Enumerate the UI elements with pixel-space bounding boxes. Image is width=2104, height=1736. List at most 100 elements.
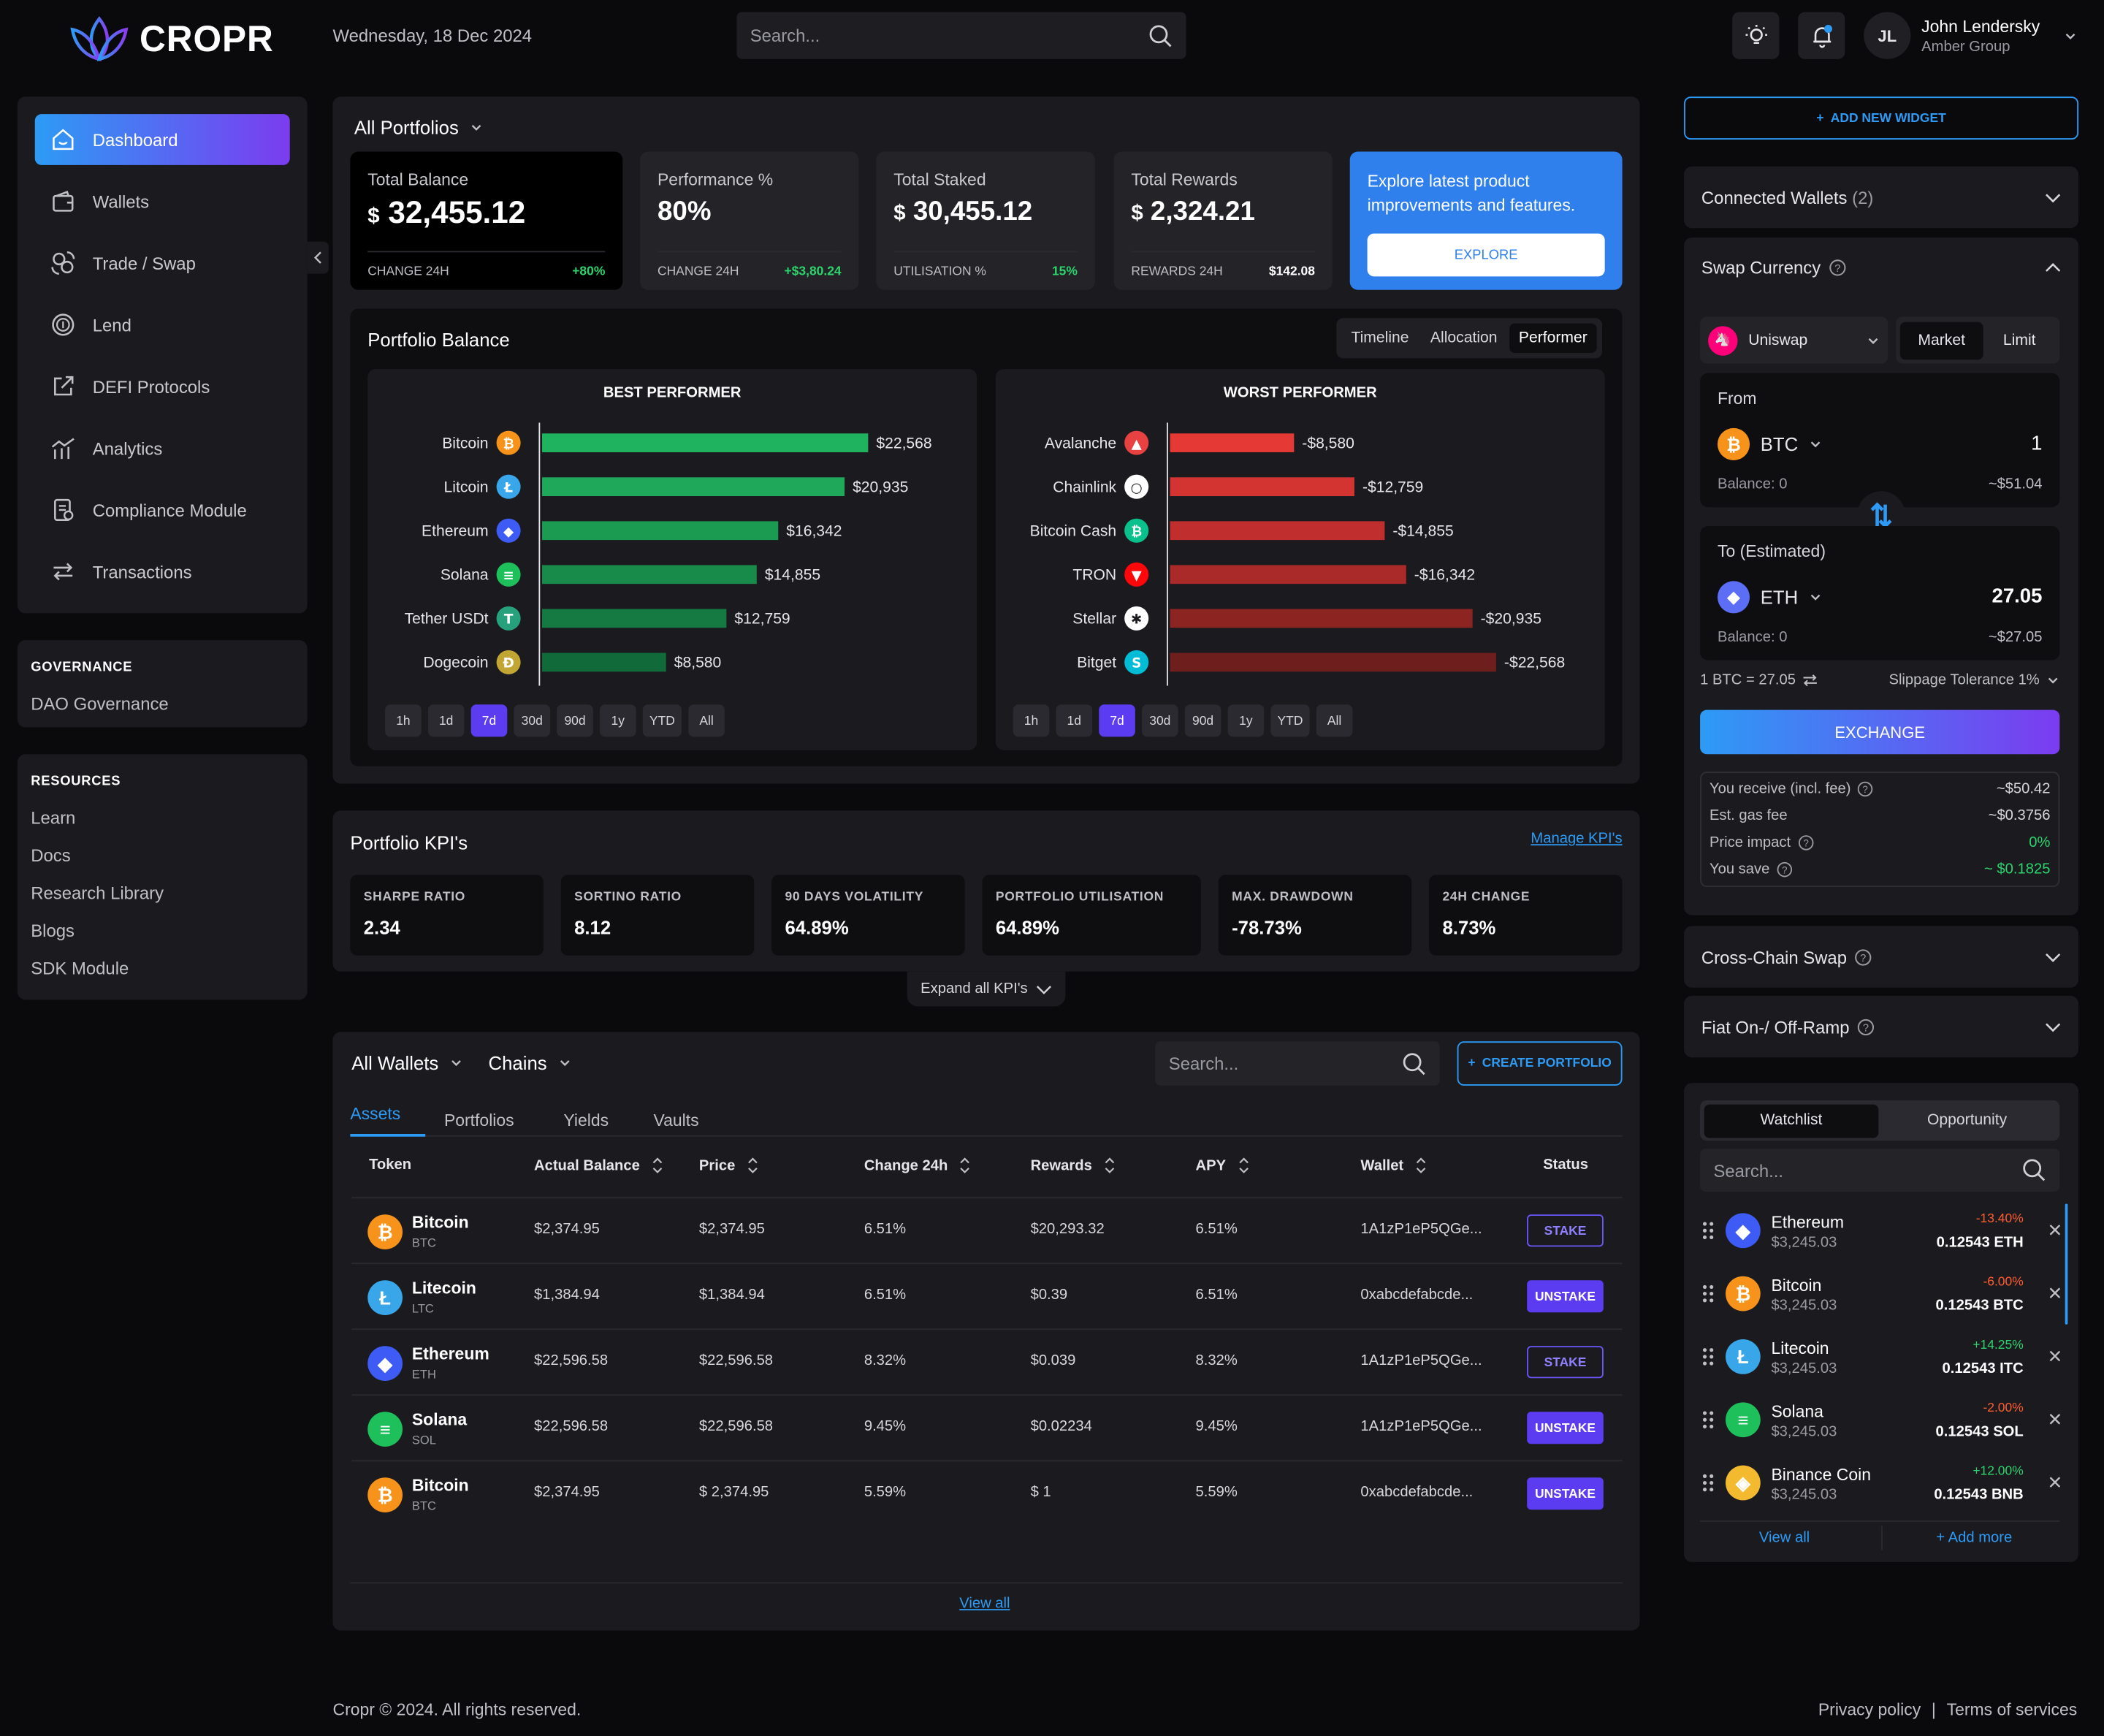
exchange-button[interactable]: EXCHANGE [1700, 709, 2060, 755]
drag-handle-icon[interactable] [1701, 1283, 1715, 1304]
fiat-ramp-accordion[interactable]: Fiat On-/ Off-Ramp? [1684, 995, 2079, 1058]
watchlist-add-more-link[interactable]: + Add more [1936, 1529, 2013, 1546]
market-tab[interactable]: Market [1899, 321, 1983, 359]
learn-link[interactable]: Learn [31, 807, 76, 829]
cross-chain-swap-accordion[interactable]: Cross-Chain Swap? [1684, 926, 2079, 988]
unstake-button[interactable]: UNSTAKE [1527, 1477, 1604, 1510]
from-token-selector[interactable]: ₿ BTC [1717, 427, 1822, 460]
watchlist-search-input[interactable]: Search... [1713, 1160, 1784, 1181]
timeframe-30d[interactable]: 30d [514, 704, 551, 737]
sidebar-item-wallets[interactable]: Wallets [35, 176, 290, 227]
timeframe-30d[interactable]: 30d [1142, 704, 1178, 737]
close-icon[interactable] [2049, 1287, 2062, 1299]
watchlist-item[interactable]: ◆ Ethereum $3,245.03 -13.40% 0.12543 ETH [1699, 1200, 2066, 1261]
drag-handle-icon[interactable] [1701, 1409, 1715, 1431]
watchlist-item[interactable]: ◈ Binance Coin $3,245.03 +12.00% 0.12543… [1699, 1452, 2066, 1513]
tab-opportunity[interactable]: Opportunity [1926, 1112, 2008, 1129]
timeframe-7d[interactable]: 7d [470, 704, 508, 737]
sidebar-item-lend[interactable]: Lend [35, 300, 290, 351]
timeframe-1y[interactable]: 1y [600, 704, 636, 737]
portfolio-selector[interactable]: All Portfolios [354, 117, 483, 138]
timeframe-1d[interactable]: 1d [1056, 704, 1093, 737]
add-widget-button[interactable]: + ADD NEW WIDGET [1684, 96, 2079, 140]
col-wallet[interactable]: Wallet [1360, 1157, 1428, 1174]
watchlist-item[interactable]: ₿ Bitcoin $3,245.03 -6.00% 0.12543 BTC [1699, 1263, 2066, 1324]
timeframe-1d[interactable]: 1d [427, 704, 465, 737]
from-amount-input[interactable]: 1 [2031, 432, 2043, 455]
stake-button[interactable]: STAKE [1527, 1346, 1604, 1379]
connected-wallets-accordion[interactable]: Connected Wallets (2) [1684, 166, 2079, 229]
notifications-button[interactable] [1798, 12, 1845, 59]
sdk-module-link[interactable]: SDK Module [31, 958, 129, 978]
timeframe-all[interactable]: All [1316, 704, 1353, 737]
limit-tab[interactable]: Limit [2002, 332, 2036, 349]
col-change-24h[interactable]: Change 24h [864, 1157, 972, 1174]
table-row[interactable]: ≡ Solana SOL $22,596.58 $22,596.58 9.45%… [351, 1394, 1623, 1460]
watchlist-search[interactable]: Search... [1700, 1149, 2060, 1192]
sidebar-collapse-button[interactable] [307, 241, 329, 274]
sidebar-item-compliance[interactable]: Compliance Module [35, 484, 290, 536]
watchlist-view-all-link[interactable]: View all [1758, 1529, 1810, 1546]
timeframe-ytd[interactable]: YTD [642, 704, 682, 737]
sidebar-item-defi-protocols[interactable]: DEFI Protocols [35, 361, 290, 412]
user-menu[interactable]: JL John Lendersky Amber Group [1864, 12, 2078, 59]
unstake-button[interactable]: UNSTAKE [1527, 1412, 1604, 1444]
sidebar-item-transactions[interactable]: Transactions [35, 547, 290, 598]
terms-link[interactable]: Terms of services [1946, 1700, 2078, 1719]
wallet-selector[interactable]: All Wallets [351, 1052, 462, 1073]
drag-handle-icon[interactable] [1701, 1346, 1715, 1367]
col-actual-balance[interactable]: Actual Balance [534, 1157, 664, 1174]
stake-button[interactable]: STAKE [1527, 1214, 1604, 1247]
timeframe-90d[interactable]: 90d [1184, 704, 1221, 737]
global-search[interactable]: Search... [736, 12, 1186, 59]
tab-performer[interactable]: Performer [1509, 323, 1597, 354]
tab-allocation[interactable]: Allocation [1430, 330, 1498, 346]
col-price[interactable]: Price [699, 1157, 760, 1174]
timeframe-all[interactable]: All [688, 704, 725, 737]
timeframe-7d[interactable]: 7d [1099, 704, 1135, 737]
tab-timeline[interactable]: Timeline [1351, 330, 1409, 346]
tab-vaults[interactable]: Vaults [653, 1111, 699, 1130]
drag-handle-icon[interactable] [1701, 1220, 1715, 1241]
watchlist-item[interactable]: Ł Litecoin $3,245.03 +14.25% 0.12543 ITC [1699, 1326, 2066, 1387]
tab-watchlist[interactable]: Watchlist [1704, 1103, 1879, 1138]
research-library-link[interactable]: Research Library [31, 883, 164, 904]
dao-governance-link[interactable]: DAO Governance [31, 693, 169, 715]
tab-assets[interactable]: Assets [350, 1104, 401, 1124]
timeframe-ytd[interactable]: YTD [1270, 704, 1310, 737]
explore-button[interactable]: EXPLORE [1367, 233, 1605, 277]
brand-logo[interactable]: CROPR [67, 13, 274, 64]
table-row[interactable]: ₿ Bitcoin BTC $2,374.95 $2,374.95 6.51% … [351, 1197, 1623, 1263]
tab-portfolios[interactable]: Portfolios [443, 1111, 514, 1130]
search-input[interactable]: Search... [750, 25, 820, 46]
create-portfolio-button[interactable]: + CREATE PORTFOLIO [1457, 1041, 1623, 1086]
sidebar-item-trade-swap[interactable]: Trade / Swap [35, 237, 290, 289]
close-icon[interactable] [2049, 1476, 2062, 1488]
col-apy[interactable]: APY [1195, 1157, 1250, 1174]
timeframe-1h[interactable]: 1h [385, 704, 422, 737]
timeframe-1y[interactable]: 1y [1227, 704, 1265, 737]
blogs-link[interactable]: Blogs [31, 920, 75, 941]
expand-kpis-button[interactable]: Expand all KPI's [907, 971, 1066, 1007]
close-icon[interactable] [2049, 1224, 2062, 1236]
sidebar-item-dashboard[interactable]: Dashboard [34, 114, 290, 165]
table-row[interactable]: ₿ Bitcoin BTC $2,374.95 $ 2,374.95 5.59%… [351, 1460, 1623, 1526]
manage-kpis-link[interactable]: Manage KPI's [1531, 830, 1623, 847]
wallet-search-input[interactable]: Search... [1168, 1053, 1239, 1074]
slippage-selector[interactable]: Slippage Tolerance 1% [1888, 672, 2059, 688]
view-all-wallets-link[interactable]: View all [959, 1595, 1010, 1612]
chains-selector[interactable]: Chains [489, 1052, 571, 1073]
tab-yields[interactable]: Yields [563, 1111, 609, 1130]
close-icon[interactable] [2049, 1350, 2062, 1363]
col-rewards[interactable]: Rewards [1031, 1157, 1116, 1174]
chevron-up-icon[interactable] [2045, 262, 2061, 275]
sidebar-item-analytics[interactable]: Analytics [35, 423, 290, 474]
watchlist-scrollbar[interactable] [2065, 1203, 2068, 1325]
unstake-button[interactable]: UNSTAKE [1527, 1280, 1604, 1313]
to-token-selector[interactable]: ◆ ETH [1717, 581, 1822, 614]
timeframe-90d[interactable]: 90d [557, 704, 593, 737]
drag-handle-icon[interactable] [1701, 1472, 1715, 1493]
wallet-search[interactable]: Search... [1155, 1041, 1440, 1086]
close-icon[interactable] [2049, 1413, 2062, 1425]
docs-link[interactable]: Docs [31, 845, 71, 866]
